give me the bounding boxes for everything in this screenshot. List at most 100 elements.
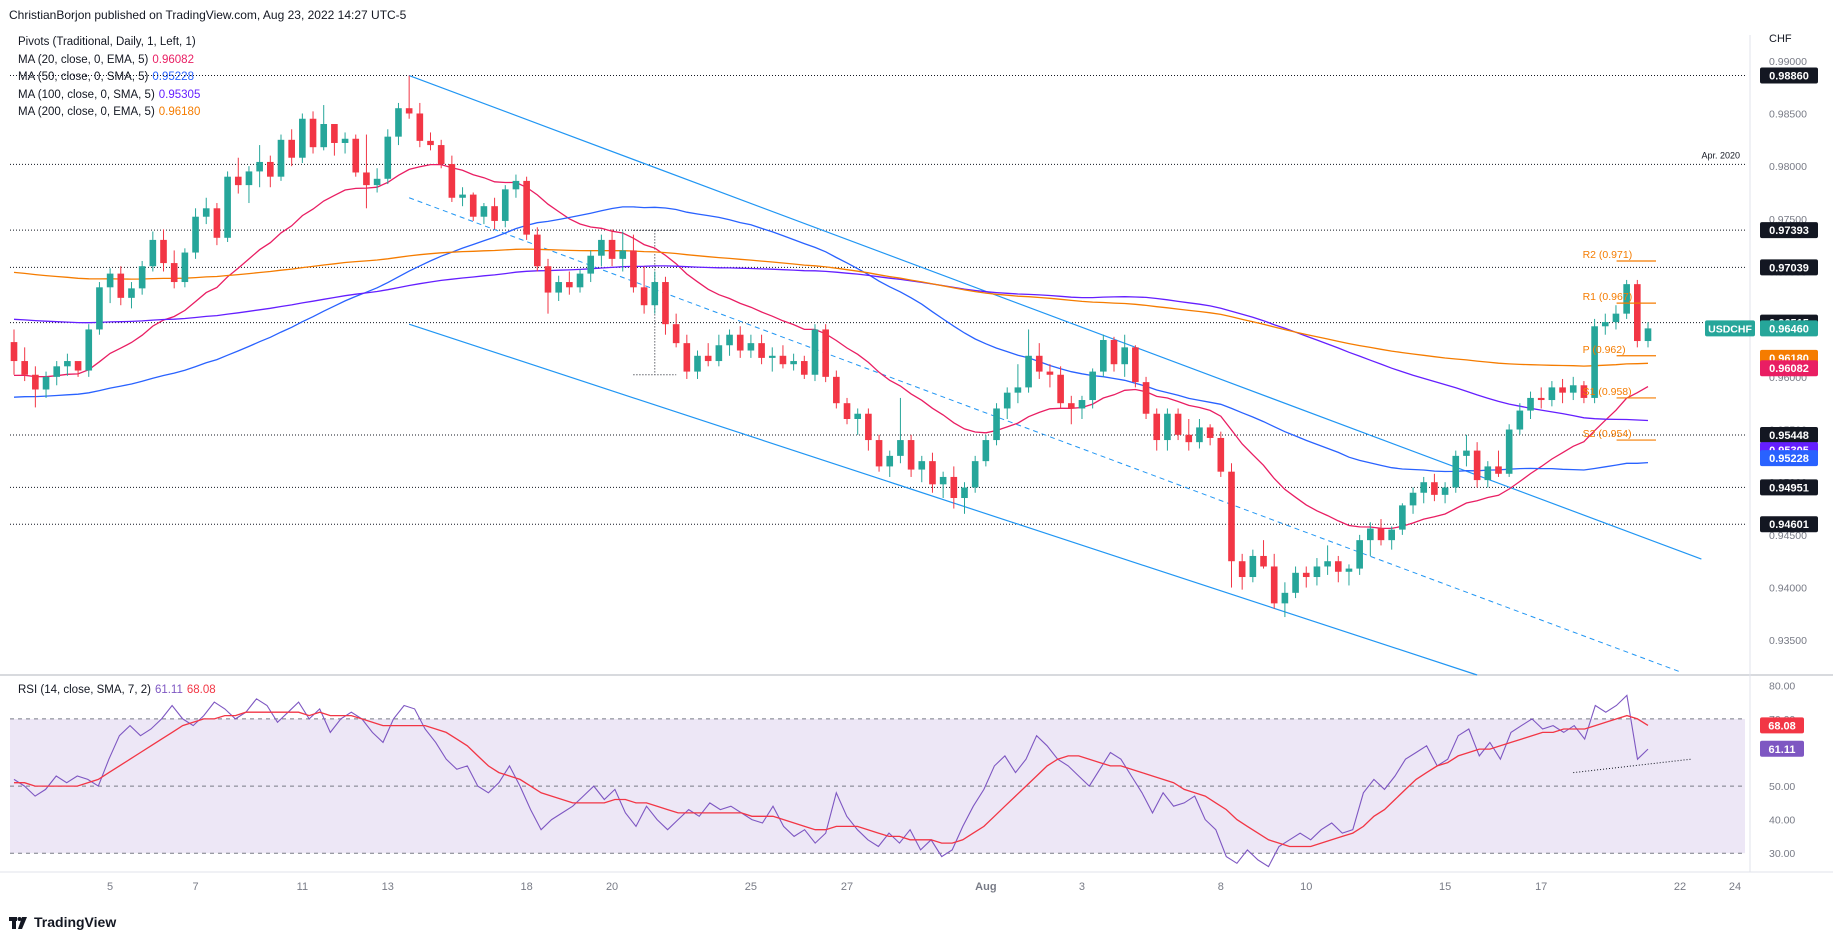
candle-body: [1185, 434, 1193, 443]
pivot-label-4: S2 (0.954): [1583, 428, 1632, 440]
candle-147: [1580, 381, 1588, 404]
candle-body: [373, 178, 381, 186]
candle-96: [1035, 343, 1043, 379]
candle-16: [181, 248, 189, 288]
legend-ma-50[interactable]: MA (50, close, 0, SMA, 5) 0.95228: [18, 71, 194, 83]
candle-5: [64, 353, 71, 376]
candle-46: [501, 185, 509, 228]
candle-27: [299, 113, 306, 163]
candle-54: [587, 250, 595, 283]
candle-103: [1110, 336, 1118, 372]
candle-124: [1334, 555, 1342, 583]
candle-body: [299, 118, 306, 158]
pivot-label-2: P (0.962): [1583, 344, 1626, 356]
candle-68: [736, 326, 744, 358]
candle-body: [74, 361, 82, 371]
candle-body: [1238, 561, 1246, 578]
candle-body: [1569, 385, 1577, 393]
legend-ma-100[interactable]: MA (100, close, 0, SMA, 5) 0.95305: [18, 88, 201, 101]
candle-body: [672, 324, 680, 344]
x-tick-label-8: Aug: [975, 881, 996, 893]
candle-body: [886, 455, 894, 467]
rsi-tick-label-5: 30.00: [1769, 848, 1795, 860]
candle-50: [544, 258, 552, 314]
rsi-legend-label: RSI (14, close, SMA, 7, 2): [18, 684, 151, 696]
ma-200-line: [13, 248, 1649, 367]
candle-45: [491, 197, 498, 230]
legend-ma-20[interactable]: MA (20, close, 0, EMA, 5) 0.96082: [18, 53, 194, 66]
legend-pivots[interactable]: Pivots (Traditional, Daily, 1, Left, 1): [18, 36, 196, 48]
candle-body: [288, 139, 295, 158]
candle-body: [800, 361, 808, 375]
candle-body: [1228, 471, 1235, 562]
candle-148: [1591, 318, 1598, 404]
candle-body: [10, 342, 18, 362]
candle-body: [320, 124, 328, 148]
candle-82: [886, 450, 894, 477]
y-tick-label-0: 0.99000: [1769, 56, 1807, 68]
candle-body: [1206, 427, 1214, 438]
candle-body: [85, 329, 93, 371]
level-price-label-6: 0.94601: [1769, 519, 1809, 531]
candle-120: [1292, 566, 1299, 599]
currency-label: CHF: [1769, 33, 1792, 45]
candle-138: [1484, 461, 1492, 488]
level-price-label-2: 0.97039: [1769, 262, 1809, 274]
candle-117: [1260, 540, 1267, 569]
candle-body: [96, 287, 103, 330]
candle-body: [181, 252, 189, 283]
candle-body: [1548, 387, 1556, 401]
candle-body: [1409, 492, 1417, 506]
x-tick-label-13: 17: [1535, 881, 1547, 893]
candle-body: [758, 343, 765, 358]
candle-body: [1003, 392, 1011, 409]
candle-44: [480, 203, 488, 225]
candle-body: [234, 176, 242, 186]
rsi-legend[interactable]: RSI (14, close, SMA, 7, 2) 61.11 68.08: [18, 684, 216, 696]
candle-body: [1559, 387, 1566, 393]
tradingview-logo[interactable]: TradingView: [9, 914, 116, 930]
rsi-tick-label-3: 50.00: [1769, 781, 1795, 793]
candle-58: [630, 234, 637, 293]
candle-body: [32, 374, 39, 390]
candle-41: [448, 155, 456, 202]
candle-30: [331, 124, 338, 156]
candle-15: [170, 250, 178, 289]
x-tick-label-2: 11: [297, 881, 308, 893]
candle-9: [106, 268, 114, 304]
candle-43: [469, 192, 477, 221]
candle-99: [1067, 395, 1075, 425]
candle-body: [1035, 355, 1043, 372]
y-tick-label-2: 0.98000: [1769, 161, 1807, 173]
candle-106: [1142, 376, 1150, 419]
legend-ma-200[interactable]: MA (200, close, 0, EMA, 5) 0.96180: [18, 106, 201, 118]
candle-body: [512, 180, 520, 190]
candle-body: [1495, 466, 1502, 474]
candle-body: [1014, 387, 1022, 393]
candle-130: [1399, 503, 1406, 535]
candle-body: [480, 206, 488, 217]
candle-body: [1078, 400, 1086, 409]
candle-body: [523, 180, 530, 235]
candle-body: [1623, 284, 1630, 314]
candle-body: [1420, 482, 1428, 493]
y-tick-label-11: 0.93500: [1769, 635, 1807, 647]
candle-body: [202, 208, 210, 217]
level-price-label-5: 0.94951: [1769, 482, 1809, 494]
candle-97: [1046, 364, 1054, 388]
candle-body: [1377, 528, 1385, 541]
candle-17: [192, 208, 199, 259]
candle-body: [1399, 505, 1406, 530]
price-box-0: [1760, 320, 1818, 337]
candle-94: [1014, 364, 1022, 404]
candle-75: [811, 324, 819, 382]
candle-body: [1089, 371, 1096, 401]
candle-61: [662, 276, 669, 335]
candle-body: [918, 461, 926, 470]
candle-body: [1067, 403, 1075, 409]
candle-140: [1505, 424, 1513, 477]
candle-88: [950, 466, 958, 509]
candle-64: [694, 350, 701, 379]
candle-34: [373, 168, 381, 193]
